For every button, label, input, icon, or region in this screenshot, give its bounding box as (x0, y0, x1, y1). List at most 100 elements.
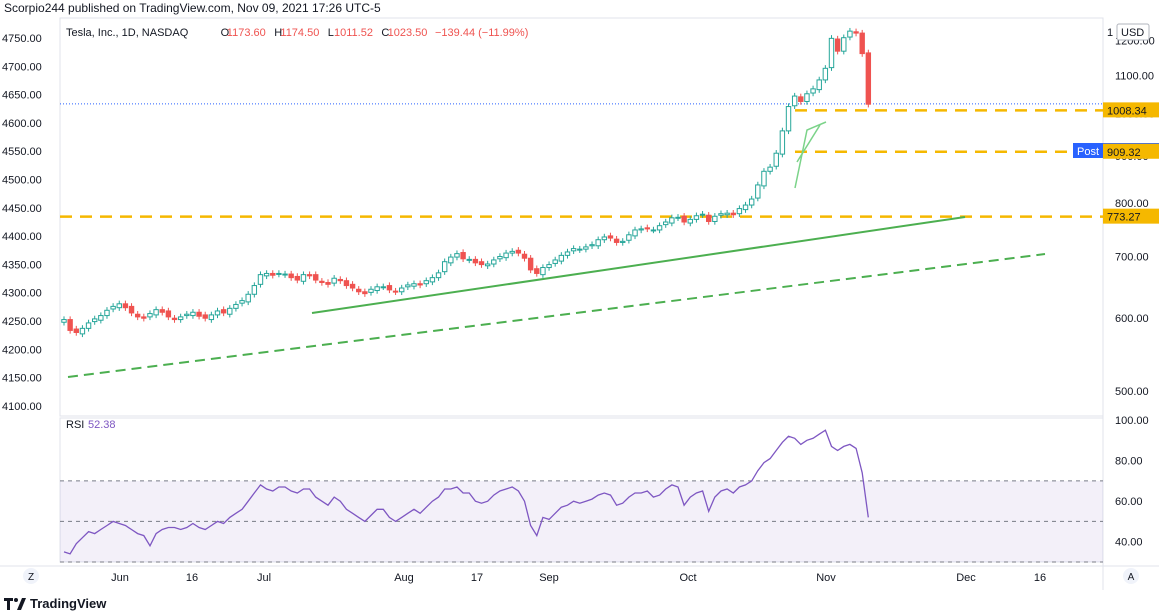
candle-body (779, 130, 786, 155)
currency-box-border (1116, 23, 1150, 41)
candle (368, 286, 374, 296)
auto-scale-z-button[interactable]: Z (23, 568, 39, 584)
candle-body (767, 166, 773, 172)
candle (104, 307, 110, 319)
candle (190, 309, 196, 319)
candle-body (343, 280, 350, 287)
candle (300, 271, 307, 285)
wedge-line-2 (796, 124, 821, 163)
candle-body (558, 254, 565, 262)
left-axis-tick: 4700.00 (2, 61, 42, 73)
candle-body (399, 287, 405, 293)
candle (73, 325, 79, 336)
rsi-title: RSI (66, 419, 84, 431)
candle-body (552, 259, 558, 264)
candle (620, 238, 626, 246)
candle-body (411, 283, 417, 287)
time-axis-label: Nov (816, 572, 836, 584)
candle-body (650, 229, 657, 232)
legend-open: 1173.60 (227, 27, 266, 39)
currency-box (1116, 23, 1150, 41)
auto-scale-a-button[interactable]: A (1123, 568, 1139, 584)
candle-body (527, 257, 534, 271)
candle-body (656, 225, 663, 231)
candle (693, 212, 700, 223)
candle-body (687, 218, 693, 224)
level-price-label-3-bg (1103, 208, 1159, 224)
candle (718, 210, 724, 219)
candle-body (306, 274, 313, 277)
candle (245, 291, 251, 306)
candle (724, 209, 730, 218)
candle (276, 270, 282, 278)
candle-body (853, 31, 859, 34)
candle (853, 28, 859, 37)
level-price-label-2-value: 909.32 (1107, 147, 1141, 159)
candle-body (834, 38, 841, 52)
candle-body (245, 293, 251, 303)
candle (128, 303, 135, 317)
candle-body (742, 204, 749, 211)
right-axis-tick: 700.00 (1115, 252, 1149, 264)
candle (171, 315, 178, 323)
legend-c-label: C (381, 27, 389, 39)
candle (67, 316, 73, 334)
candle-body (104, 309, 110, 317)
candle-body (546, 264, 552, 269)
candle-body (214, 310, 221, 316)
candle (791, 92, 798, 109)
candle (613, 235, 620, 246)
candle-body (67, 319, 73, 331)
candle (785, 103, 792, 135)
candle (386, 282, 393, 294)
candle (632, 226, 638, 240)
legend-low: 1011.52 (334, 27, 373, 39)
candle (165, 307, 172, 321)
candle (270, 270, 276, 279)
candle (251, 282, 258, 298)
candle (515, 247, 522, 257)
left-axis-tick: 4650.00 (2, 90, 42, 102)
candle-body (356, 288, 362, 293)
left-axis-tick: 4400.00 (2, 231, 42, 243)
candle-body (736, 208, 743, 215)
candle-body (380, 286, 386, 289)
left-axis-tick: 4200.00 (2, 344, 42, 356)
rsi-value: 52.38 (88, 419, 116, 431)
candle (570, 245, 577, 255)
candle (478, 258, 485, 268)
candle-body (748, 198, 755, 206)
candle (85, 319, 92, 332)
candle (804, 90, 810, 105)
candle-body (208, 314, 215, 321)
candle-body (184, 313, 190, 317)
candle (435, 269, 442, 281)
right-axis-tick: 800.00 (1115, 198, 1149, 210)
candle (319, 278, 325, 286)
candle (865, 49, 872, 108)
candle (220, 306, 227, 317)
candle (263, 270, 270, 280)
candle (847, 27, 853, 41)
time-axis-label: Dec (956, 572, 976, 584)
candle (595, 236, 601, 250)
chart-title: Tesla, Inc., 1D, NASDAQ (66, 27, 189, 39)
candle (153, 306, 159, 319)
candle (564, 248, 571, 259)
candle-body (313, 274, 319, 281)
candle (699, 211, 706, 218)
footer: TradingView (4, 596, 106, 611)
candle-body (706, 214, 712, 222)
candle (282, 270, 288, 278)
candle (141, 313, 147, 322)
candle (98, 312, 104, 324)
candle (423, 277, 429, 287)
level-price-label-2-bg (1103, 143, 1159, 159)
candle (669, 214, 675, 227)
candle (202, 311, 208, 322)
level-price-label-1-value: 1008.34 (1107, 105, 1147, 117)
candle-body (675, 216, 681, 219)
rsi-line (63, 429, 869, 555)
candle (208, 311, 215, 323)
